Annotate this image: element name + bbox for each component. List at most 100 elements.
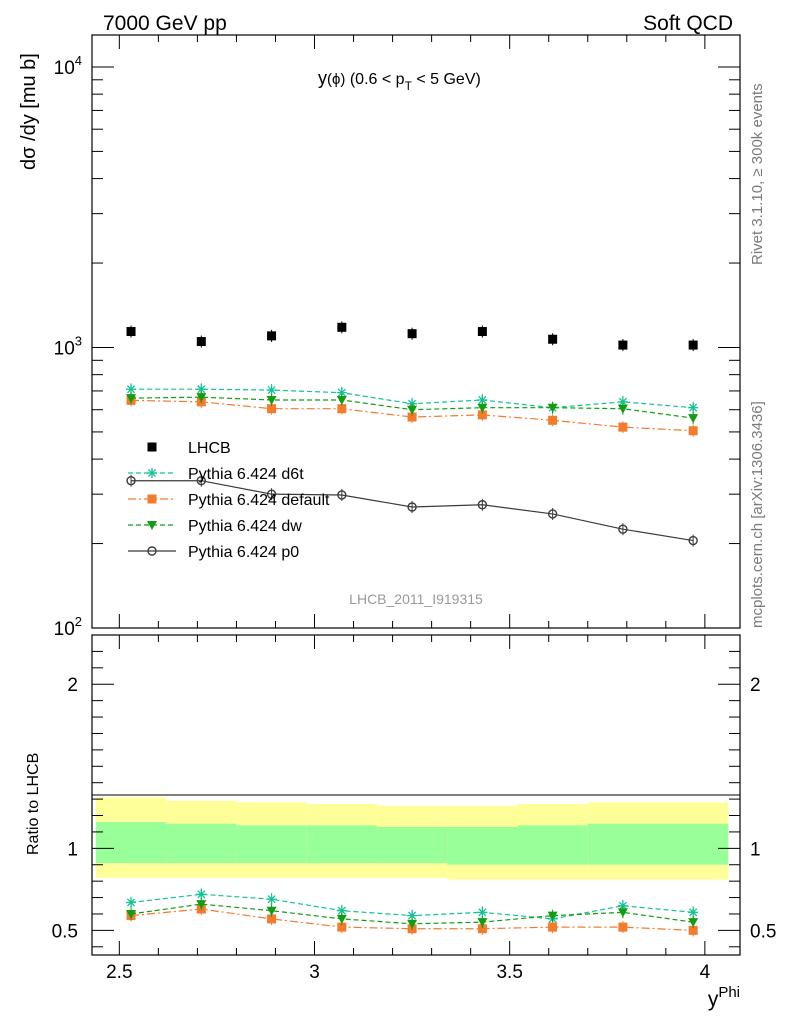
- ratio-y-tick-label-right: 2: [750, 675, 761, 696]
- ratio-point-dw: [126, 909, 137, 919]
- main-point-dw: [196, 393, 207, 403]
- ratio-y-tick-label-left: 1: [67, 839, 78, 860]
- ratio-band-inner: [587, 823, 659, 865]
- main-point-dw: [266, 395, 277, 405]
- ratio-point-dw: [407, 919, 418, 929]
- main-point-p0: [126, 476, 136, 486]
- main-line-default: [131, 399, 694, 432]
- main-point-p0: [688, 535, 698, 546]
- ratio-y-tick-label-left: 0.5: [52, 921, 78, 942]
- ratio-band-inner: [306, 825, 377, 864]
- main-point-p0: [547, 509, 558, 519]
- ratio-point-dw: [477, 918, 488, 928]
- x-tick-label: 2.5: [106, 962, 132, 983]
- x-tick-label: 3.5: [496, 962, 522, 983]
- main-point-default: [407, 412, 417, 422]
- ratio-y-tick-label-right: 1: [750, 839, 761, 860]
- main-title: y(ϕ) (0.6 < pT < 5 GeV): [318, 68, 481, 93]
- ratio-point-d6t: [266, 894, 277, 905]
- main-point-lhcb: [688, 340, 698, 350]
- legend-marker-p0: [147, 546, 157, 556]
- ratio-point-dw: [617, 908, 628, 918]
- ratio-point-d6t: [126, 897, 137, 908]
- header-right: Soft QCD: [643, 12, 733, 35]
- legend-label-lhcb: LHCB: [188, 440, 231, 457]
- header-left: 7000 GeV pp: [103, 12, 227, 35]
- main-point-default: [618, 422, 628, 432]
- ratio-series-layer: [126, 888, 699, 937]
- legend-label-p0: Pythia 6.424 p0: [188, 544, 299, 561]
- main-point-default: [688, 426, 698, 436]
- main-y-tick-label: 102: [54, 614, 82, 640]
- ratio-y-axis-label: Ratio to LHCB: [25, 753, 42, 855]
- ratio-point-dw: [688, 918, 699, 928]
- side-label-mcplots: mcplots.cern.ch [arXiv:1306.3436]: [749, 401, 766, 628]
- main-point-lhcb: [267, 331, 277, 341]
- main-point-dw: [407, 405, 418, 415]
- main-point-dw: [477, 403, 488, 413]
- ratio-band-inner: [166, 823, 237, 864]
- ratio-point-default: [548, 922, 558, 932]
- main-panel-frame: [91, 34, 741, 629]
- ratio-axis-ticks: 2.5 3 3.5 4 0.5 0.5 1 1 2 2: [52, 635, 776, 983]
- legend-label-dw: Pythia 6.424 dw: [188, 518, 302, 535]
- ratio-point-dw: [336, 914, 347, 924]
- main-point-dw: [126, 394, 137, 404]
- ratio-uncertainty-bands: [95, 797, 729, 880]
- legend-label-default: Pythia 6.424 default: [188, 492, 330, 509]
- main-point-lhcb: [548, 334, 558, 344]
- ratio-band-inner: [447, 827, 518, 865]
- legend-label-d6t: Pythia 6.424 d6t: [188, 466, 304, 483]
- main-point-default: [477, 410, 487, 420]
- main-point-dw: [547, 403, 558, 413]
- watermark: LHCB_2011_I919315: [349, 591, 483, 607]
- ratio-point-default: [337, 922, 347, 932]
- main-point-p0: [266, 489, 277, 499]
- main-point-p0: [407, 502, 417, 512]
- main-point-lhcb: [126, 327, 136, 337]
- ratio-y-tick-label-right: 0.5: [750, 921, 776, 942]
- ratio-point-d6t: [407, 910, 418, 921]
- main-point-lhcb: [196, 337, 206, 347]
- main-point-p0: [618, 524, 628, 534]
- ratio-panel-frame: [91, 634, 741, 956]
- main-point-d6t: [266, 385, 277, 396]
- x-tick-label: 3: [309, 962, 320, 983]
- ratio-point-dw: [196, 900, 207, 910]
- main-point-p0: [477, 500, 488, 510]
- main-point-d6t: [688, 402, 699, 413]
- main-point-dw: [336, 395, 347, 405]
- main-series-layer: [126, 321, 699, 547]
- legend: LHCB Pythia 6.424 d6t Pythia 6.424 default…: [128, 440, 330, 561]
- legend-marker-default: [147, 494, 157, 504]
- main-point-lhcb: [477, 327, 487, 337]
- main-point-default: [337, 404, 347, 414]
- ratio-point-dw: [266, 906, 277, 916]
- main-y-tick-label: 103: [54, 333, 82, 359]
- ratio-point-default: [477, 924, 487, 934]
- ratio-point-default: [618, 922, 628, 932]
- main-point-default: [548, 415, 558, 425]
- ratio-band-inner: [517, 825, 588, 865]
- ratio-point-dw: [547, 911, 558, 921]
- x-tick-label: 4: [700, 962, 711, 983]
- main-axis-ticks: 104 103 102: [54, 35, 740, 640]
- ratio-line-default: [130, 908, 694, 931]
- main-point-p0: [196, 476, 207, 486]
- x-axis-label: yPhi: [708, 984, 740, 1011]
- main-point-lhcb: [337, 322, 347, 332]
- ratio-band-inner: [658, 823, 729, 865]
- main-point-d6t: [196, 384, 207, 395]
- ratio-panel: 2.5 3 3.5 4 0.5 0.5 1 1 2 2 Ratio to LHCB yPhi: [25, 634, 776, 1011]
- ratio-band-inner: [236, 825, 307, 864]
- ratio-point-d6t: [477, 907, 488, 918]
- main-point-lhcb: [618, 340, 628, 350]
- side-label-rivet: Rivet 3.1.10, ≥ 300k events: [749, 83, 766, 265]
- main-point-dw: [688, 414, 699, 424]
- ratio-band-inner: [376, 827, 448, 864]
- ratio-band-inner: [95, 822, 167, 864]
- ratio-point-d6t: [196, 889, 207, 900]
- main-y-tick-label: 104: [54, 53, 82, 79]
- ratio-point-d6t: [688, 907, 699, 918]
